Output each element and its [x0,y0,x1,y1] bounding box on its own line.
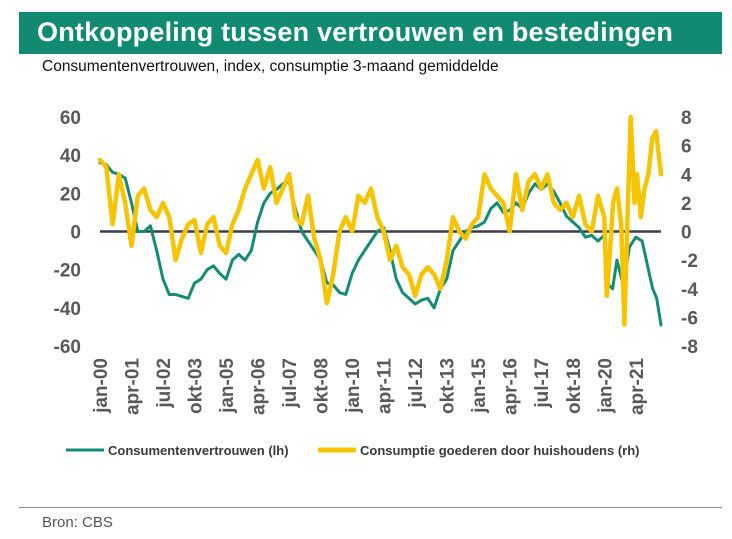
left-tick-label: 40 [60,146,81,167]
x-tick-label: jan-00 [91,358,112,414]
right-tick-label: 8 [681,108,692,129]
x-tick-label: apr-16 [501,358,522,415]
right-tick-label: 0 [681,223,692,244]
x-tick-label: jul-02 [154,358,175,409]
title-banner: Ontkoppeling tussen vertrouwen en bested… [19,12,722,54]
series-line-consumentenvertrouwen [98,161,663,327]
chart-subtitle: Consumentenvertrouwen, index, consumptie… [42,58,499,75]
right-tick-label: -6 [681,308,698,329]
right-tick-label: -2 [681,251,698,272]
x-axis: jan-00 apr-01 jul-02 okt-03 jan-05 apr-06 jul-… [91,358,648,415]
series-group [97,114,664,327]
source-note: Bron: CBS [42,514,113,531]
right-tick-label: 4 [681,165,692,186]
series-line-consumptie [97,114,664,327]
left-axis: 60 40 20 0 -20 -40 -60 [54,108,81,358]
x-tick-label: apr-06 [249,358,270,415]
x-tick-label: jan-15 [469,358,490,414]
right-axis: 8 6 4 2 0 -2 -4 -6 -8 [681,108,698,358]
x-tick-label: jul-17 [532,358,553,409]
x-tick-label: apr-01 [123,358,144,415]
x-tick-label: jan-20 [595,358,616,414]
right-tick-label: 2 [681,194,692,215]
x-tick-label: apr-21 [627,358,648,415]
right-tick-label: -4 [681,280,698,301]
footer-divider [19,507,722,508]
x-tick-label: okt-13 [438,358,459,414]
x-tick-label: jul-12 [406,358,427,409]
right-tick-label: 6 [681,137,692,158]
chart-title: Ontkoppeling tussen vertrouwen en bested… [37,17,674,47]
x-tick-label: jan-05 [217,358,238,414]
left-tick-label: 60 [60,108,81,129]
x-tick-label: okt-18 [564,358,585,414]
legend: Consumentenvertrouwen (lh) Consumptie goe… [66,443,640,458]
left-tick-label: 20 [60,184,81,205]
x-tick-label: jan-10 [343,358,364,414]
left-tick-label: -60 [54,337,81,358]
left-tick-label: -20 [54,261,81,282]
x-tick-label: okt-08 [312,358,333,414]
x-tick-label: okt-03 [186,358,207,414]
right-tick-label: -8 [681,337,698,358]
left-tick-label: 0 [70,223,81,244]
legend-label: Consumentenvertrouwen (lh) [108,443,289,458]
x-tick-label: jul-07 [280,358,301,409]
left-tick-label: -40 [54,299,81,320]
legend-label: Consumptie goederen door huishoudens (rh… [360,443,640,458]
x-tick-label: apr-11 [375,358,396,414]
